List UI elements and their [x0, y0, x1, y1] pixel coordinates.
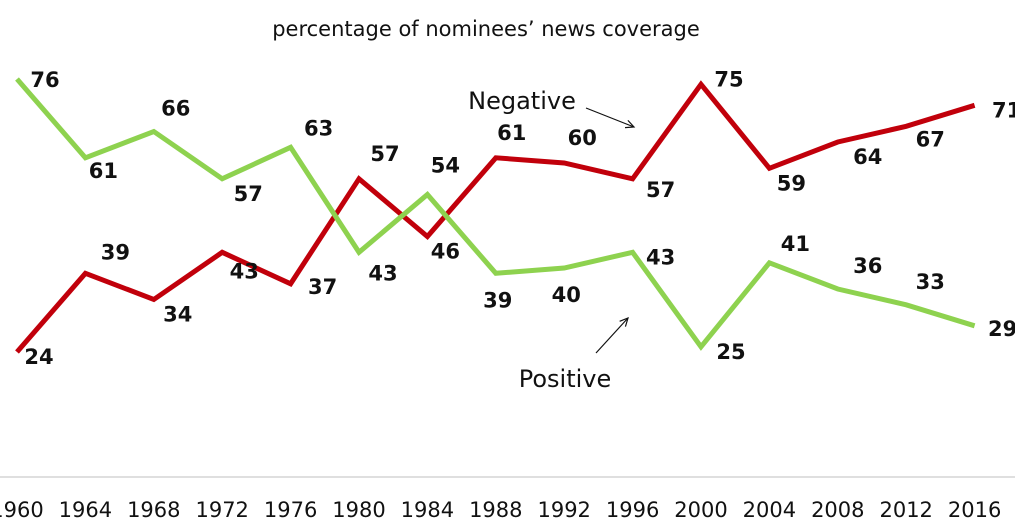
data-label-positive-2000: 25	[716, 340, 745, 364]
series-label-positive: Positive	[519, 365, 612, 393]
data-label-negative-1988: 61	[497, 121, 526, 145]
x-tick-label-1980: 1980	[332, 498, 385, 522]
data-label-positive-2016: 29	[988, 317, 1015, 341]
data-label-negative-1972: 43	[230, 259, 259, 283]
data-label-positive-1964: 61	[89, 159, 118, 183]
data-label-positive-1972: 57	[234, 182, 263, 206]
data-label-negative-1996: 57	[646, 178, 675, 202]
x-tick-label-1992: 1992	[537, 498, 590, 522]
data-label-positive-1992: 40	[552, 283, 581, 307]
series-line-positive	[15, 77, 976, 351]
x-tick-label-1988: 1988	[469, 498, 522, 522]
data-label-negative-1976: 37	[308, 275, 337, 299]
data-label-positive-2004: 41	[781, 232, 810, 256]
data-label-positive-1996: 43	[646, 245, 675, 269]
x-tick-label-1984: 1984	[401, 498, 454, 522]
data-label-positive-1988: 39	[483, 288, 512, 312]
data-label-negative-1960: 24	[24, 345, 53, 369]
data-label-negative-1968: 34	[163, 303, 192, 327]
x-tick-label-1968: 1968	[127, 498, 180, 522]
data-label-positive-1984: 54	[431, 154, 460, 178]
data-label-negative-2008: 64	[853, 145, 882, 169]
data-label-positive-2008: 36	[853, 254, 882, 278]
data-label-negative-1984: 46	[431, 240, 460, 264]
plot-area: 1960 1964 1968 1972 1976 1980 1984 1988 1992 1996…	[0, 67, 1015, 522]
positive-arrow	[595, 317, 629, 354]
positive-arrow-head	[619, 316, 629, 327]
x-tick-label-1964: 1964	[59, 498, 112, 522]
x-tick-label-2000: 2000	[674, 498, 727, 522]
x-tick-label-1972: 1972	[195, 498, 248, 522]
x-tick-label-2004: 2004	[743, 498, 796, 522]
data-label-positive-1960: 76	[30, 68, 59, 92]
data-label-negative-2004: 59	[777, 171, 806, 195]
data-label-positive-2012: 33	[916, 270, 945, 294]
x-tick-label-1960: 1960	[0, 498, 44, 522]
x-tick-label-1976: 1976	[264, 498, 317, 522]
series-line-negative	[15, 80, 976, 354]
x-tick-label-2016: 2016	[948, 498, 1001, 522]
chart-title: percentage of nominees’ news coverage	[272, 17, 700, 41]
x-tick-label-2008: 2008	[811, 498, 864, 522]
data-label-negative-2000: 75	[714, 67, 743, 91]
negative-arrow	[585, 107, 635, 128]
data-label-negative-2012: 67	[916, 127, 945, 151]
data-label-negative-1980: 57	[370, 142, 399, 166]
x-tick-label-1996: 1996	[606, 498, 659, 522]
negative-arrow-head	[624, 119, 636, 129]
data-label-positive-1976: 63	[304, 116, 333, 140]
data-label-positive-1968: 66	[161, 97, 190, 121]
data-label-negative-1992: 60	[568, 126, 597, 150]
series-label-negative: Negative	[468, 87, 576, 115]
data-label-negative-1964: 39	[101, 240, 130, 264]
data-label-negative-2016: 71	[992, 98, 1015, 122]
x-tick-label-2012: 2012	[879, 498, 932, 522]
data-label-positive-1980: 43	[368, 261, 397, 285]
